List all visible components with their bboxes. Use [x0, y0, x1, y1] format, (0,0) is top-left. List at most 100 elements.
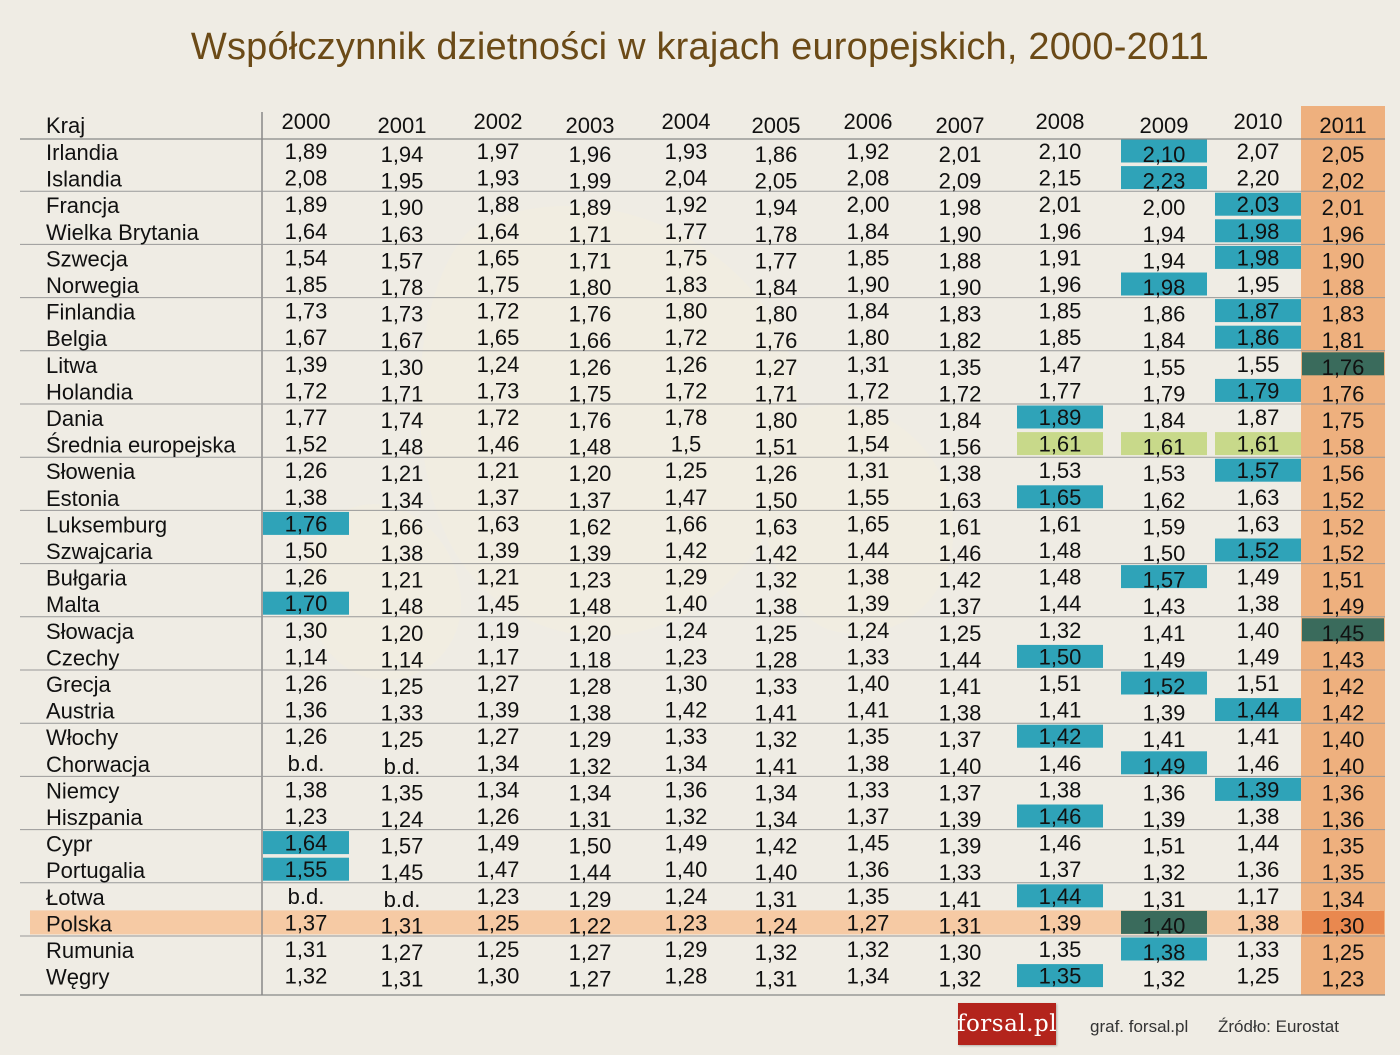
cell-rumunia-2003: 1,27	[569, 940, 612, 965]
cell-austria-2000: 1,36	[285, 698, 328, 723]
cell-austria-2008: 1,41	[1039, 698, 1082, 723]
country-label-szwajcaria: Szwajcaria	[46, 539, 153, 564]
cell-litwa-2008: 1,47	[1039, 352, 1082, 377]
cell-bulgaria-2011: 1,51	[1322, 568, 1365, 593]
cell-highlight-wegry-2008	[1017, 964, 1103, 988]
cell-niemcy-2008: 1,38	[1039, 777, 1082, 802]
year-header-2006: 2006	[844, 109, 893, 134]
cell-srednia-europejska-2009: 1,61	[1143, 435, 1186, 460]
cell-wielka-brytania-2006: 1,84	[847, 219, 890, 244]
cell-bulgaria-2006: 1,38	[847, 565, 890, 590]
cell-srednia-europejska-2006: 1,54	[847, 432, 890, 457]
cell-finlandia-2008: 1,85	[1039, 299, 1082, 324]
cell-slowacja-2002: 1,19	[477, 618, 520, 643]
cell-luksemburg-2009: 1,59	[1143, 514, 1186, 539]
cell-grecja-2007: 1,41	[939, 674, 982, 699]
cell-szwecja-2006: 1,85	[847, 245, 890, 270]
cell-hiszpania-2002: 1,26	[477, 804, 520, 829]
cell-polska-2011: 1,30	[1322, 913, 1365, 938]
cell-szwecja-2007: 1,88	[939, 248, 982, 273]
cell-grecja-2006: 1,40	[847, 671, 890, 696]
cell-highlight-czechy-2008	[1017, 644, 1103, 668]
cell-srednia-europejska-2001: 1,48	[381, 435, 424, 460]
cell-highlight-chorwacja-2009	[1121, 751, 1207, 775]
cell-bulgaria-2002: 1,21	[477, 565, 520, 590]
cell-chorwacja-2003: 1,32	[569, 754, 612, 779]
country-label-malta: Malta	[46, 592, 101, 617]
cell-luksemburg-2000: 1,76	[285, 511, 328, 536]
cell-niemcy-2001: 1,35	[381, 780, 424, 805]
cell-chorwacja-2005: 1,41	[755, 754, 798, 779]
country-label-litwa: Litwa	[46, 353, 98, 378]
cell-austria-2006: 1,41	[847, 698, 890, 723]
cell-grecja-2000: 1,26	[285, 671, 328, 696]
year-header-2011: 2011	[1319, 113, 1366, 138]
cell-hiszpania-2011: 1,36	[1322, 807, 1365, 832]
cell-austria-2007: 1,38	[939, 701, 982, 726]
cell-highlight-srednia-europejska-2010	[1215, 432, 1301, 456]
cell-luksemburg-2001: 1,66	[381, 514, 424, 539]
cell-holandia-2001: 1,71	[381, 381, 424, 406]
cell-wielka-brytania-2005: 1,78	[755, 222, 798, 247]
cell-czechy-2005: 1,28	[755, 647, 798, 672]
year-header-2001: 2001	[378, 113, 427, 138]
background-layer	[305, 205, 954, 681]
cell-cypr-2007: 1,39	[939, 834, 982, 859]
cell-islandia-2001: 1,95	[381, 169, 424, 194]
cell-estonia-2006: 1,55	[847, 485, 890, 510]
cell-czechy-2007: 1,44	[939, 647, 982, 672]
cell-wlochy-2004: 1,33	[665, 724, 708, 749]
cell-dania-2004: 1,78	[665, 405, 708, 430]
cell-francja-2006: 2,00	[847, 192, 890, 217]
cell-hiszpania-2004: 1,32	[665, 804, 708, 829]
cell-bulgaria-2010: 1,49	[1237, 565, 1280, 590]
cell-dania-2003: 1,76	[569, 408, 612, 433]
cell-highlight-slowacja-2011	[1302, 618, 1384, 642]
cell-highlight-niemcy-2010	[1215, 777, 1301, 801]
cell-grecja-2004: 1,30	[665, 671, 708, 696]
cell-slowacja-2011: 1,45	[1322, 621, 1365, 646]
table-text: Kraj 2000 2001 2002 2003 2004 2005 2006 2007 2008…	[46, 109, 1367, 992]
cell-highlight-srednia-europejska-2008	[1017, 432, 1103, 456]
cell-wegry-2005: 1,31	[755, 967, 798, 992]
cell-slowacja-2007: 1,25	[939, 621, 982, 646]
cell-wlochy-2007: 1,37	[939, 727, 982, 752]
cell-highlight-szwajcaria-2010	[1215, 538, 1301, 562]
cell-malta-2011: 1,49	[1322, 594, 1365, 619]
cell-litwa-2005: 1,27	[755, 355, 798, 380]
cell-szwajcaria-2000: 1,50	[285, 538, 328, 563]
graphics-credit: graf. forsal.pl	[1090, 1017, 1189, 1036]
forsal-logo[interactable]: forsal.pl	[957, 1003, 1057, 1045]
cell-finlandia-2010: 1,87	[1237, 299, 1280, 324]
cell-malta-2009: 1,43	[1143, 594, 1186, 619]
cell-czechy-2000: 1,14	[285, 644, 328, 669]
year-header-2009: 2009	[1140, 113, 1189, 138]
cell-highlight-hiszpania-2008	[1017, 804, 1103, 828]
country-label-rumunia: Rumunia	[46, 938, 135, 963]
cell-wielka-brytania-2001: 1,63	[381, 222, 424, 247]
cell-austria-2010: 1,44	[1237, 698, 1280, 723]
cell-slowenia-2002: 1,21	[477, 458, 520, 483]
cell-wlochy-2003: 1,29	[569, 727, 612, 752]
cell-lotwa-2002: 1,23	[477, 884, 520, 909]
cell-polska-2003: 1,22	[569, 913, 612, 938]
cell-norwegia-2009: 1,98	[1143, 275, 1186, 300]
cell-cypr-2006: 1,45	[847, 831, 890, 856]
cell-wegry-2010: 1,25	[1237, 964, 1280, 989]
country-label-niemcy: Niemcy	[46, 778, 119, 803]
cell-portugalia-2007: 1,33	[939, 860, 982, 885]
cell-szwecja-2000: 1,54	[285, 245, 328, 270]
cell-dania-2007: 1,84	[939, 408, 982, 433]
cell-wegry-2008: 1,35	[1039, 964, 1082, 989]
cell-szwecja-2010: 1,98	[1237, 245, 1280, 270]
data-source: Źródło: Eurostat	[1218, 1017, 1339, 1036]
cell-francja-2001: 1,90	[381, 195, 424, 220]
cell-holandia-2011: 1,76	[1322, 381, 1365, 406]
cell-chorwacja-2004: 1,34	[665, 751, 708, 776]
cell-slowenia-2008: 1,53	[1039, 458, 1082, 483]
cell-wegry-2006: 1,34	[847, 964, 890, 989]
cell-cypr-2005: 1,42	[755, 834, 798, 859]
cell-estonia-2001: 1,34	[381, 488, 424, 513]
cell-hiszpania-2008: 1,46	[1039, 804, 1082, 829]
cell-grecja-2008: 1,51	[1039, 671, 1082, 696]
